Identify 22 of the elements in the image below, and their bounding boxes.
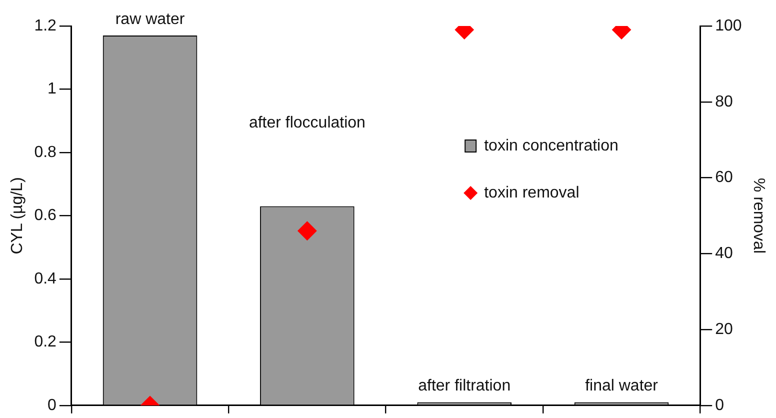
y-axis-title: CYL (µg/L) [9, 177, 26, 254]
y-tick-label: 0.8 [34, 144, 57, 161]
x-tick-label: after flocculation [248, 114, 366, 132]
y-tick-label: 0.2 [34, 334, 57, 351]
y2-tick-label: 80 [715, 93, 734, 110]
y2-tick-label: 0 [715, 396, 724, 414]
y-tick-label: 1.2 [34, 17, 57, 34]
legend-label: toxin removal [484, 184, 580, 202]
legend-label: toxin concentration [484, 137, 618, 154]
y-tick-label: 1 [48, 80, 57, 98]
x-tick-label: raw water [115, 10, 186, 28]
y-tick-label: 0.4 [34, 270, 57, 288]
point [298, 221, 317, 240]
y-tick-label: 0.6 [34, 207, 57, 224]
x-tick-label: after filtration [418, 378, 511, 395]
x-tick-label: final water [585, 378, 659, 395]
y2-tick-label: 60 [715, 169, 734, 186]
y2-axis-title: % removal [750, 178, 767, 254]
y2-tick-label: 40 [715, 245, 734, 262]
y-tick-label: 0 [48, 396, 57, 414]
y2-tick-label: 100 [715, 17, 742, 34]
y2-tick-label: 20 [715, 320, 734, 338]
